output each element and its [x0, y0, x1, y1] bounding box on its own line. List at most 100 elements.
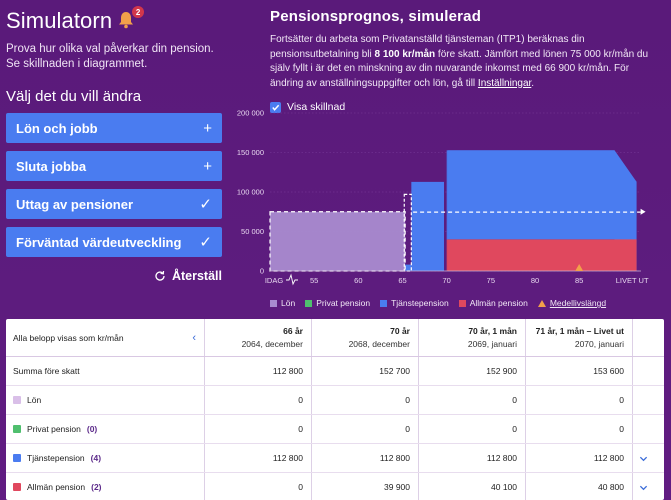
row-label-text: Allmän pension [27, 482, 86, 492]
y-tick-label: 100 000 [237, 188, 264, 197]
accordion-sluta-jobba[interactable]: Sluta jobba + [6, 151, 222, 181]
row-label-cell: Lön [6, 386, 205, 414]
prognosis-title: Pensionsprognos, simulerad [270, 8, 482, 25]
column-date: 2070, januari [574, 339, 624, 349]
column-age: 70 år [390, 326, 410, 336]
app-title: Simulatorn [6, 8, 113, 33]
chevron-left-icon[interactable]: ‹ [192, 331, 196, 344]
accordion-label: Förväntad värdeutveckling [16, 234, 182, 250]
expand-row-button[interactable] [633, 444, 653, 472]
legend-label: Privat pension [316, 298, 371, 308]
checkbox[interactable] [270, 101, 281, 113]
table-cell: 112 800 [205, 444, 312, 472]
legend-swatch [270, 299, 277, 307]
table-header-note-cell: Alla belopp visas som kr/mån ‹ [6, 319, 205, 356]
row-label-text: Summa före skatt [13, 366, 80, 376]
column-date: 2069, januari [467, 339, 517, 349]
notification-badge: 2 [132, 6, 145, 18]
x-tick-label: 80 [531, 276, 539, 285]
bar-allman-pension [446, 239, 448, 271]
legend-swatch [458, 299, 466, 307]
prognosis-text-3: . [531, 77, 535, 89]
table-header-note: Alla belopp visas som kr/mån [13, 332, 124, 343]
table-row: Summa före skatt 112 800 152 700 152 900 153… [6, 357, 664, 386]
settings-link[interactable]: Inställningar [477, 77, 532, 89]
accordion-uttag-av-pensioner[interactable]: Uttag av pensioner ✓ [6, 189, 222, 219]
prognosis-text-2: före skatt. Jämfört med lönen 75 000 kr/… [270, 48, 649, 89]
table-cell: 0 [419, 386, 526, 414]
triangle-icon [537, 299, 546, 307]
y-tick-label: 150 000 [237, 148, 264, 157]
column-date: 2064, december [241, 339, 303, 349]
table-cell: 39 900 [312, 473, 419, 500]
pension-table: Alla belopp visas som kr/mån ‹ 66 år 206… [6, 319, 664, 500]
table-column-header: 70 år 2068, december [312, 319, 419, 356]
bar-tjanstepension [446, 150, 448, 240]
row-label: Summa före skatt [13, 366, 80, 376]
table-cell: 153 600 [526, 357, 633, 385]
prognosis-text: Fortsätter du arbeta som Privatanställd … [270, 33, 665, 91]
bell-icon [119, 12, 134, 29]
expand-row-button[interactable] [633, 473, 653, 500]
table-row[interactable]: Allmän pension (2) 0 39 900 40 100 40 800 [6, 473, 664, 500]
legend-item-medellivslangd[interactable]: Medellivslängd [537, 298, 606, 308]
legend-item-lon: Lön [270, 298, 295, 308]
reset-label: Återställ [171, 269, 222, 283]
column-age: 66 år [283, 326, 303, 336]
table-cell: 112 800 [419, 444, 526, 472]
legend-item-privat-pension: Privat pension [305, 298, 370, 308]
table-cell: 0 [419, 415, 526, 443]
row-label-cell: Allmän pension (2) [6, 473, 205, 500]
row-label: Allmän pension (2) [13, 482, 102, 492]
table-cell: 0 [205, 386, 312, 414]
row-label: Privat pension (0) [13, 424, 97, 434]
checkbox-label: Visa skillnad [287, 101, 346, 113]
table-cell: 0 [312, 415, 419, 443]
accordion-label: Sluta jobba [16, 158, 87, 174]
table-cell: 0 [205, 415, 312, 443]
column-age: 70 år, 1 mån [468, 326, 517, 336]
table-cell: 40 100 [419, 473, 526, 500]
check-icon [272, 104, 280, 111]
table-row[interactable]: Tjänstepension (4) 112 800 112 800 112 800 11… [6, 444, 664, 473]
section-heading: Välj det du vill ändra [6, 88, 142, 105]
legend-item-allman-pension: Allmän pension [458, 298, 528, 308]
column-date: 2068, december [348, 339, 410, 349]
plus-icon: + [203, 157, 212, 175]
accordion-forvantad-vardeutveckling[interactable]: Förväntad värdeutveckling ✓ [6, 227, 222, 257]
table-row: Privat pension (0) 0 0 0 0 [6, 415, 664, 444]
prognosis-amount: 8 100 kr/mån [374, 48, 436, 60]
row-label-cell: Privat pension (0) [6, 415, 205, 443]
check-icon: ✓ [199, 196, 212, 213]
dashed-arrow-head [640, 208, 646, 215]
row-label-cell: Summa före skatt [6, 357, 205, 385]
y-tick-label: 200 000 [237, 109, 264, 118]
legend-swatch [380, 299, 388, 307]
plus-icon: + [203, 119, 212, 137]
table-column-header: 71 år, 1 mån – Livet ut 2070, januari [526, 319, 633, 356]
category-swatch [13, 396, 21, 404]
reset-button[interactable]: Återställ [6, 269, 224, 283]
bar-allman-pension-tail [614, 239, 637, 271]
show-difference-toggle[interactable]: Visa skillnad [270, 101, 665, 113]
notification-bell[interactable]: 2 [116, 6, 145, 32]
median-lifespan-marker [575, 264, 584, 271]
row-count: (4) [90, 453, 102, 463]
chevron-down-icon [639, 485, 647, 490]
chart-legend: Lön Privat pension Tjänstepension Allmän… [270, 298, 606, 308]
x-tick-label: 65 [398, 276, 406, 285]
table-header-row: Alla belopp visas som kr/mån ‹ 66 år 206… [6, 319, 664, 357]
bar-tjanstepension [405, 264, 412, 271]
table-cell: 0 [526, 386, 633, 414]
pulse-icon [286, 273, 298, 286]
app-title-row: Simulatorn 2 [6, 6, 224, 34]
accordion-label: Lön och jobb [16, 120, 98, 136]
row-spacer [633, 386, 653, 414]
row-label-text: Privat pension [27, 424, 81, 434]
category-swatch [13, 425, 21, 433]
row-count: (2) [91, 482, 102, 492]
x-tick-label: 55 [310, 276, 318, 285]
accordion-lon-och-jobb[interactable]: Lön och jobb + [6, 113, 222, 143]
table-cell: 0 [205, 473, 312, 500]
table-row: Lön 0 0 0 0 [6, 386, 664, 415]
